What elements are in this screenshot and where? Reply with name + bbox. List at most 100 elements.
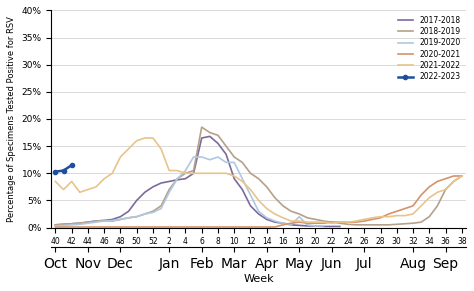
2018-2019	[329, 220, 335, 224]
2021-2022	[459, 174, 465, 178]
2017-2018	[150, 185, 156, 189]
2018-2019	[451, 180, 456, 183]
2017-2018	[256, 212, 262, 216]
Line: 2018-2019: 2018-2019	[55, 127, 462, 225]
2017-2018	[142, 191, 148, 194]
2021-2022	[150, 136, 156, 140]
2019-2020	[239, 177, 245, 180]
2017-2018	[166, 180, 172, 183]
2019-2020	[166, 191, 172, 194]
2017-2018	[215, 142, 221, 145]
2019-2020	[118, 218, 123, 221]
2019-2020	[223, 161, 229, 164]
2017-2018	[118, 215, 123, 219]
2019-2020	[134, 215, 139, 219]
2020-2021	[451, 174, 456, 178]
Legend: 2017-2018, 2018-2019, 2019-2020, 2020-2021, 2021-2022, 2022-2023: 2017-2018, 2018-2019, 2019-2020, 2020-20…	[396, 14, 462, 83]
2019-2020	[61, 224, 66, 227]
2017-2018	[304, 224, 310, 228]
2018-2019	[182, 171, 188, 175]
2019-2020	[247, 193, 253, 197]
2021-2022	[337, 220, 343, 224]
Line: 2019-2020: 2019-2020	[55, 157, 324, 226]
2019-2020	[85, 221, 91, 225]
2020-2021	[321, 221, 327, 225]
2019-2020	[101, 219, 107, 223]
2017-2018	[69, 222, 74, 226]
Line: 2020-2021: 2020-2021	[55, 176, 462, 227]
2017-2018	[239, 188, 245, 191]
2017-2018	[329, 225, 335, 228]
Line: 2017-2018: 2017-2018	[55, 136, 340, 226]
2019-2020	[199, 155, 205, 159]
2019-2020	[142, 212, 148, 216]
2021-2022	[142, 136, 148, 140]
2019-2020	[231, 161, 237, 164]
Y-axis label: Percentage of Specimens Tested Positive for RSV: Percentage of Specimens Tested Positive …	[7, 16, 16, 222]
2020-2021	[174, 225, 180, 229]
2017-2018	[199, 136, 205, 140]
2022-2023	[69, 163, 74, 167]
2017-2018	[321, 225, 327, 228]
2019-2020	[77, 223, 82, 226]
2020-2021	[459, 174, 465, 178]
2019-2020	[264, 216, 270, 219]
2017-2018	[223, 152, 229, 156]
2018-2019	[459, 174, 465, 178]
2019-2020	[215, 155, 221, 159]
2017-2018	[231, 177, 237, 180]
2019-2020	[126, 216, 131, 219]
2017-2018	[207, 135, 213, 138]
2019-2020	[272, 219, 278, 223]
2021-2022	[191, 171, 196, 175]
2017-2018	[174, 178, 180, 182]
2017-2018	[134, 199, 139, 202]
2019-2020	[280, 221, 286, 225]
2020-2021	[142, 225, 148, 229]
2017-2018	[337, 225, 343, 228]
2018-2019	[53, 223, 58, 227]
2019-2020	[304, 223, 310, 227]
2017-2018	[264, 218, 270, 221]
2017-2018	[280, 221, 286, 225]
2017-2018	[158, 181, 164, 185]
X-axis label: Week: Week	[243, 274, 274, 284]
2021-2022	[329, 221, 335, 225]
2019-2020	[93, 220, 99, 224]
2017-2018	[101, 219, 107, 222]
2019-2020	[109, 219, 115, 222]
2017-2018	[109, 218, 115, 221]
2017-2018	[247, 204, 253, 207]
2017-2018	[77, 221, 82, 225]
2017-2018	[182, 177, 188, 180]
2018-2019	[353, 223, 359, 227]
2019-2020	[207, 158, 213, 162]
2020-2021	[443, 177, 448, 180]
2020-2021	[345, 220, 351, 224]
2021-2022	[53, 180, 58, 183]
Line: 2022-2023: 2022-2023	[54, 163, 74, 174]
2021-2022	[361, 218, 367, 221]
2020-2021	[53, 225, 58, 229]
2019-2020	[150, 211, 156, 214]
2019-2020	[313, 224, 319, 228]
2019-2020	[69, 223, 74, 227]
2017-2018	[313, 224, 319, 228]
2017-2018	[288, 223, 294, 227]
2017-2018	[272, 220, 278, 224]
2019-2020	[288, 223, 294, 227]
2022-2023	[53, 170, 58, 173]
2021-2022	[451, 180, 456, 183]
Line: 2021-2022: 2021-2022	[55, 138, 462, 223]
2017-2018	[53, 223, 58, 227]
2017-2018	[85, 220, 91, 224]
2019-2020	[158, 207, 164, 210]
2019-2020	[53, 224, 58, 228]
2017-2018	[126, 210, 131, 213]
2019-2020	[182, 169, 188, 172]
2017-2018	[296, 224, 302, 227]
2019-2020	[296, 215, 302, 219]
2017-2018	[61, 223, 66, 226]
2019-2020	[321, 224, 327, 228]
2019-2020	[191, 155, 196, 159]
